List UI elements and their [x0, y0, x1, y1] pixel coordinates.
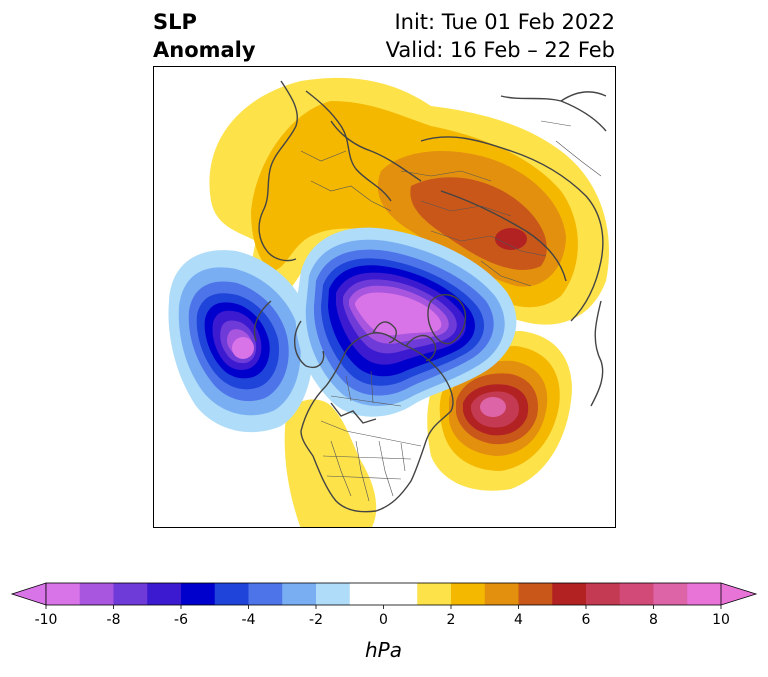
- colorbar-tick-label: -4: [242, 612, 256, 628]
- colorbar-swatch: [248, 583, 283, 605]
- colorbar-swatch: [619, 583, 654, 605]
- borders: [300, 120, 602, 502]
- colorbar-swatch: [349, 583, 384, 605]
- na-positive-anomaly: [284, 399, 377, 527]
- atlantic-high-anomaly: [427, 331, 572, 491]
- colorbar-swatch: [113, 583, 148, 605]
- colorbar-tick-label: -6: [174, 612, 188, 628]
- colorbar-swatch: [316, 583, 351, 605]
- colorbar-swatch: [214, 583, 249, 605]
- colorbar-tick-label: 10: [712, 612, 730, 628]
- colorbar-swatch: [417, 583, 452, 605]
- colorbar-swatch: [383, 583, 418, 605]
- colorbar: -10 -8 -6 -4 -2 0 2 4 6 8 10 hPa: [0, 575, 768, 673]
- colorbar-tick-label: -10: [35, 612, 58, 628]
- arctic-low-anomaly: [295, 227, 517, 417]
- field-title-line1: SLP: [153, 10, 197, 34]
- colorbar-swatch: [46, 583, 81, 605]
- colorbar-swatch: [79, 583, 114, 605]
- colorbar-swatch: [282, 583, 317, 605]
- colorbar-swatch: [147, 583, 182, 605]
- colorbar-swatch: [451, 583, 486, 605]
- date-info: Init: Tue 01 Feb 2022 Valid: 16 Feb – 22…: [386, 8, 615, 64]
- colorbar-extend-min: [10, 582, 47, 606]
- colorbar-swatch: [552, 583, 587, 605]
- colorbar-tick-label: -2: [309, 612, 323, 628]
- colorbar-tick-label: 8: [649, 612, 658, 628]
- colorbar-tick-label: 4: [514, 612, 523, 628]
- colorbar-unit-label: hPa: [365, 638, 402, 662]
- coastlines: [253, 80, 607, 513]
- colorbar-swatch: [518, 583, 553, 605]
- field-title: SLP Anomaly: [153, 8, 256, 64]
- colorbar-swatch: [181, 583, 216, 605]
- field-title-line2: Anomaly: [153, 38, 256, 62]
- colorbar-tick-label: -8: [107, 612, 121, 628]
- colorbar-extend-max: [720, 582, 758, 606]
- colorbar-swatch: [653, 583, 688, 605]
- slp-anomaly-map: [153, 66, 616, 528]
- colorbar-swatch: [586, 583, 621, 605]
- valid-date-label: Valid: 16 Feb – 22 Feb: [385, 38, 615, 62]
- colorbar-tick-label: 2: [447, 612, 456, 628]
- colorbar-swatch: [484, 583, 519, 605]
- colorbar-tick-label: 0: [379, 612, 388, 628]
- colorbar-tick-label: 6: [582, 612, 591, 628]
- init-date-label: Init: Tue 01 Feb 2022: [394, 10, 615, 34]
- colorbar-swatch: [687, 583, 722, 605]
